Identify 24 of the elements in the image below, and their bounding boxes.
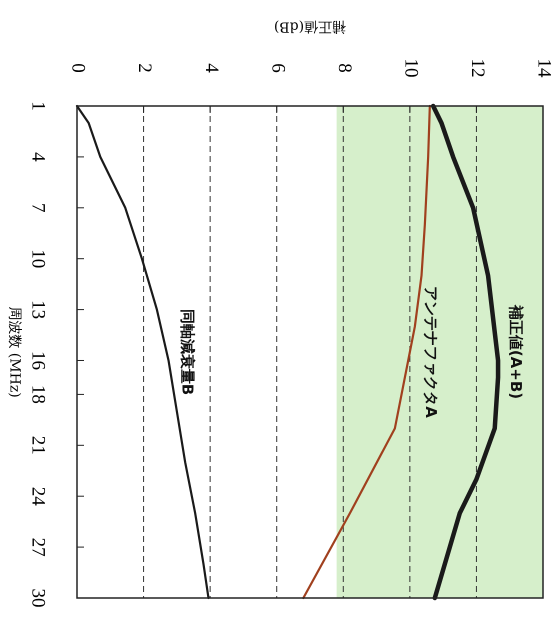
x-tick-label: 14 <box>534 58 555 78</box>
text: 同軸減衰量B <box>178 308 196 396</box>
text: アンテナファクタA <box>422 286 440 418</box>
text: 補正値(A+B) <box>506 304 525 400</box>
y-tick-label: 16 <box>28 350 49 370</box>
y-tick-label: 21 <box>28 436 49 455</box>
y-axis-title: 周波数 (MHz) <box>6 306 22 398</box>
y-tick-label: 18 <box>28 384 49 404</box>
x-tick-label: 2 <box>134 63 156 73</box>
y-tick-label: 4 <box>28 152 49 162</box>
y-tick-label: 13 <box>28 300 49 320</box>
x-tick-label: 8 <box>334 63 355 73</box>
y-tick-label: 7 <box>28 203 49 213</box>
x-tick-label: 4 <box>200 63 222 74</box>
y-tick-label: 24 <box>28 486 49 506</box>
y-tick-label: 27 <box>28 538 49 557</box>
x-axis-title: 補正値(dB) <box>274 18 346 34</box>
x-tick-label: 6 <box>267 63 288 73</box>
x-tick-label: 0 <box>68 63 89 73</box>
y-tick-label: 10 <box>28 249 49 268</box>
x-tick-label: 12 <box>467 58 488 78</box>
y-tick-label: 30 <box>28 588 49 608</box>
x-tick-label: 10 <box>400 58 422 78</box>
y-tick-label: 1 <box>28 101 49 111</box>
